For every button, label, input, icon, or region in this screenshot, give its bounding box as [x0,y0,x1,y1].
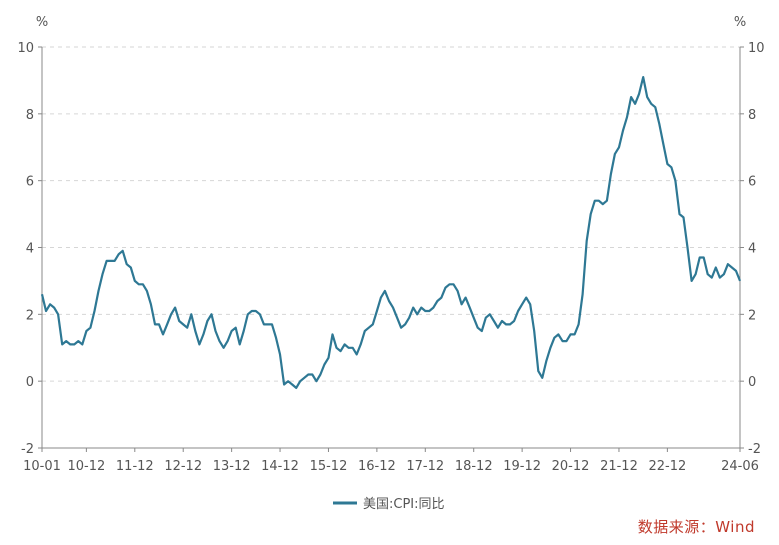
x-tick-label: 22-12 [648,459,686,474]
x-tick-label: 14-12 [261,459,299,474]
y-tick-label-left: 10 [17,41,34,56]
y-tick-label-right: 6 [748,175,756,190]
x-tick-label: 24-06 [721,459,759,474]
series-line [40,76,742,389]
y-axis-unit-right: % [734,15,746,30]
x-tick-label: 12-12 [164,459,202,474]
x-tick-label: 19-12 [503,459,541,474]
y-tick-label-left: 4 [26,242,34,257]
y-tick-label-right: 2 [748,308,756,323]
x-tick-label: 17-12 [406,459,444,474]
legend: 美国:CPI:同比 [333,497,445,512]
y-tick-label-right: 10 [748,41,765,56]
y-tick-label-left: 2 [26,308,34,323]
y-tick-label-right: -2 [748,442,761,457]
series-layer [40,76,742,389]
x-tick-label: 11-12 [116,459,154,474]
y-tick-label-left: -2 [21,442,34,457]
y-axis-unit-left: % [36,15,48,30]
x-tick-label: 18-12 [455,459,493,474]
y-tick-label-right: 4 [748,242,756,257]
axes: -2 -2 0 0 2 2 4 4 6 6 8 8 10 10% % 10-01 10-12 11-12 12-12… [17,15,764,474]
x-tick-label: 20-12 [552,459,590,474]
y-tick-label-left: 8 [26,108,34,123]
legend-label: 美国:CPI:同比 [363,497,445,512]
y-tick-label-right: 8 [748,108,756,123]
x-tick-label: 10-01 [23,459,61,474]
x-tick-label: 10-12 [67,459,105,474]
y-tick-label-left: 0 [26,375,34,390]
x-tick-label: 21-12 [600,459,638,474]
grid-lines [42,46,740,382]
x-tick-label: 15-12 [310,459,348,474]
data-source-note: 数据来源：Wind [637,518,755,536]
x-tick-label: 13-12 [213,459,251,474]
x-tick-label: 16-12 [358,459,396,474]
y-tick-label-left: 6 [26,175,34,190]
y-tick-label-right: 0 [748,375,756,390]
